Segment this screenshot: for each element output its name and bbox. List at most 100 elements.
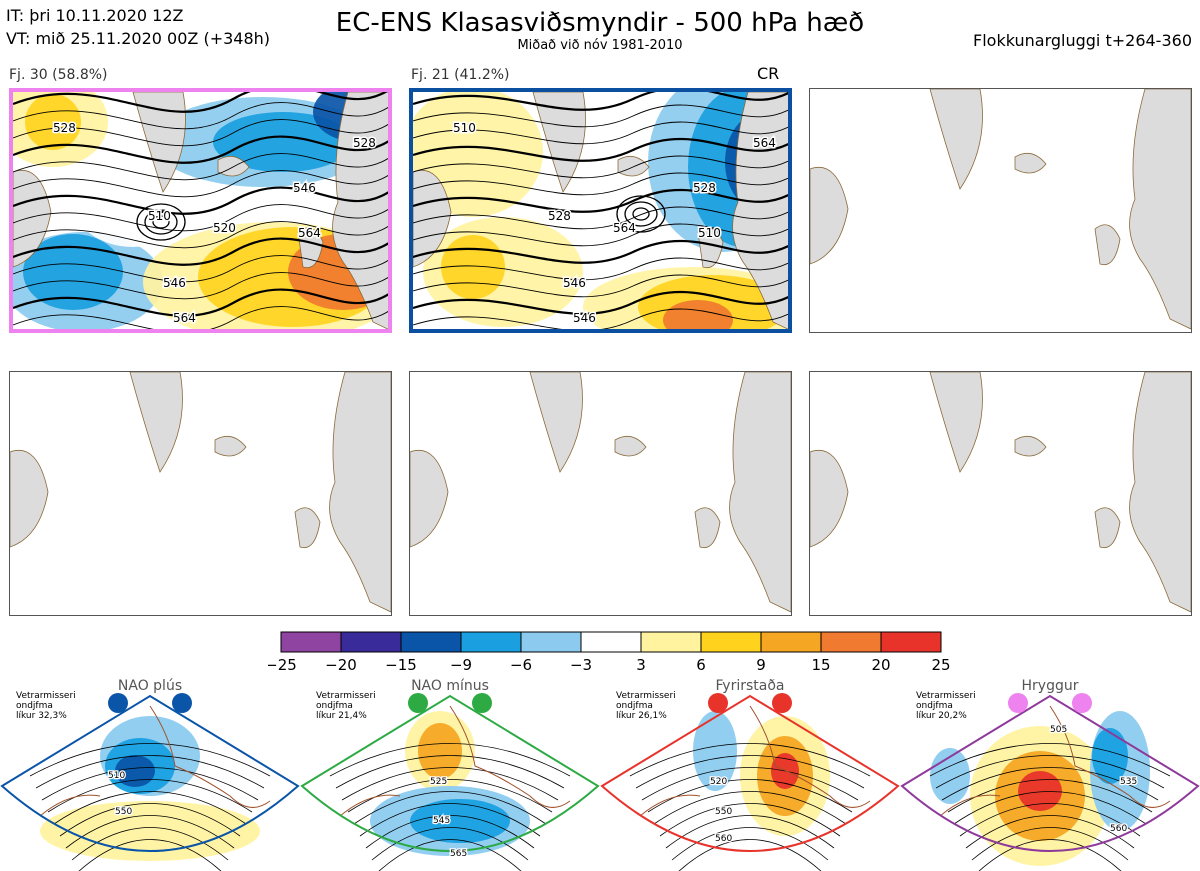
regime-contour [59,803,241,837]
colorbar-tick-label: 3 [636,656,646,674]
contour-label: 528 [693,181,716,195]
contour-label: 528 [548,209,571,223]
regime-name: Fyrirstaða [716,678,785,694]
height-contour [413,257,788,281]
panel-map-1: 528 510 546 520 564 546 564 528 [13,92,388,329]
landmass [214,435,247,457]
regime-contour [335,755,565,789]
low-center-contour [152,215,170,229]
regime-contour-label: 520 [710,777,727,787]
regime-contour-label: 545 [433,816,450,826]
page-subtitle: Miðað við nóv 1981-2010 [517,38,683,53]
regime-contour-label: 560 [1110,824,1127,834]
contour-label: 564 [753,136,776,150]
height-contour [413,308,788,329]
header-info: IT: þri 10.11.2020 12Z VT: mið 25.11.202… [6,4,270,50]
height-contour [13,221,388,249]
regime-note: Vetrarmisseri [316,691,376,701]
regime-contour [953,791,1147,825]
colorbar-tick-label: −20 [325,656,357,674]
regime-contour [671,827,829,861]
panel-map-2: 510 528 546 564 510 528 546 564 [413,92,788,329]
height-contour [413,274,788,298]
regime-anomaly-patch [115,755,155,787]
regime-coastline [939,705,1171,817]
regime-marker-dot [1008,693,1028,713]
height-contour [413,188,788,213]
contour-label: 520 [213,221,236,235]
regime-note: Vetrarmisseri [916,691,976,701]
colorbar-tick-label: −9 [450,656,472,674]
regime-coastline [39,705,271,817]
height-contour [13,170,388,198]
landmass [297,227,324,269]
height-contour [413,239,788,264]
cluster-panel-4 [9,371,392,616]
contour-label: 546 [293,181,316,195]
regime-anomaly-patch [1092,728,1128,784]
height-contour [13,102,388,130]
height-contour [13,186,388,215]
height-contour [13,204,388,232]
landmass [614,435,647,457]
cluster-panel-3 [809,88,1192,333]
regime-contour [71,827,229,861]
panel-map-3 [810,89,1191,330]
regime-contour [53,791,247,825]
regime-note: ondjfma [916,701,953,711]
landmass [1129,89,1191,330]
regime-contour [941,767,1159,801]
regime-contour-label: 560 [715,834,732,844]
contour-label: 564 [613,221,636,235]
page-title: EC-ENS Klasasviðsmyndir - 500 hPa hæð [335,8,865,38]
low-center-contour [144,209,178,235]
panel-1-label: Fj. 30 (58.8%) [9,67,108,83]
regime-contour [959,803,1141,837]
height-contour [413,92,788,111]
anomaly-patch [213,112,353,172]
regime-contour [35,755,265,789]
regime-contour [65,815,235,849]
regime-note: líkur 26,1% [616,711,667,721]
panel-map-5 [410,372,791,613]
regime-marker-dot [772,693,792,713]
regime-note: ondjfma [16,701,53,711]
regime-contour-label: 550 [715,807,732,817]
colorbar-swatch [460,631,522,653]
regime-note: Vetrarmisseri [616,691,676,701]
contour-label: 510 [148,209,171,223]
landmass [729,372,791,613]
colorbar-swatch [400,631,462,653]
regime-border [300,694,600,852]
height-contour [13,119,388,147]
landmass [810,167,849,265]
initial-time: IT: þri 10.11.2020 12Z [6,6,184,25]
colorbar-tick-label: −25 [268,656,297,674]
regime-contour [353,791,547,825]
height-contour [13,92,388,113]
height-contour [13,237,388,266]
colorbar-swatch [520,631,582,653]
landmass [294,507,321,549]
colorbar-swatch [580,631,642,653]
height-contour [413,206,788,230]
landmass [810,450,849,548]
low-center-contour [624,201,658,227]
landmass [1094,507,1121,549]
classification-window: Flokkunargluggi t+264-360 [973,31,1192,50]
regime-note: ondjfma [316,701,353,711]
low-center-contour [632,207,650,221]
regime-marker-dot [1072,693,1092,713]
landmass [132,92,186,193]
valid-time: VT: mið 25.11.2020 00Z (+348h) [6,29,271,48]
colorbar-tick-label: 20 [871,656,890,674]
anomaly-patch [413,92,543,217]
height-contour [13,306,388,329]
regime-contour [965,815,1135,849]
regime-marker-dot [472,693,492,713]
cluster-panel-6 [809,371,1192,616]
regime-contour [971,827,1129,861]
